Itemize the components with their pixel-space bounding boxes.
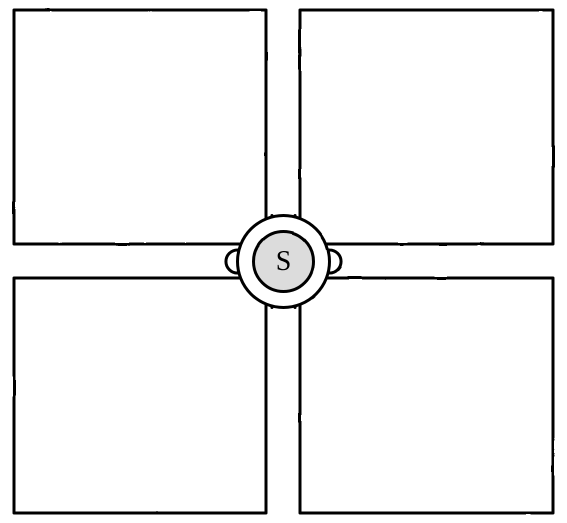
diagram-canvas: S (0, 0, 567, 523)
quadrant-br (300, 278, 553, 513)
quadrant-tl (14, 10, 266, 244)
quadrant-tr (300, 10, 553, 244)
hub-label: S (276, 246, 292, 277)
hub: S (238, 216, 330, 308)
quadrant-bl (14, 278, 266, 513)
